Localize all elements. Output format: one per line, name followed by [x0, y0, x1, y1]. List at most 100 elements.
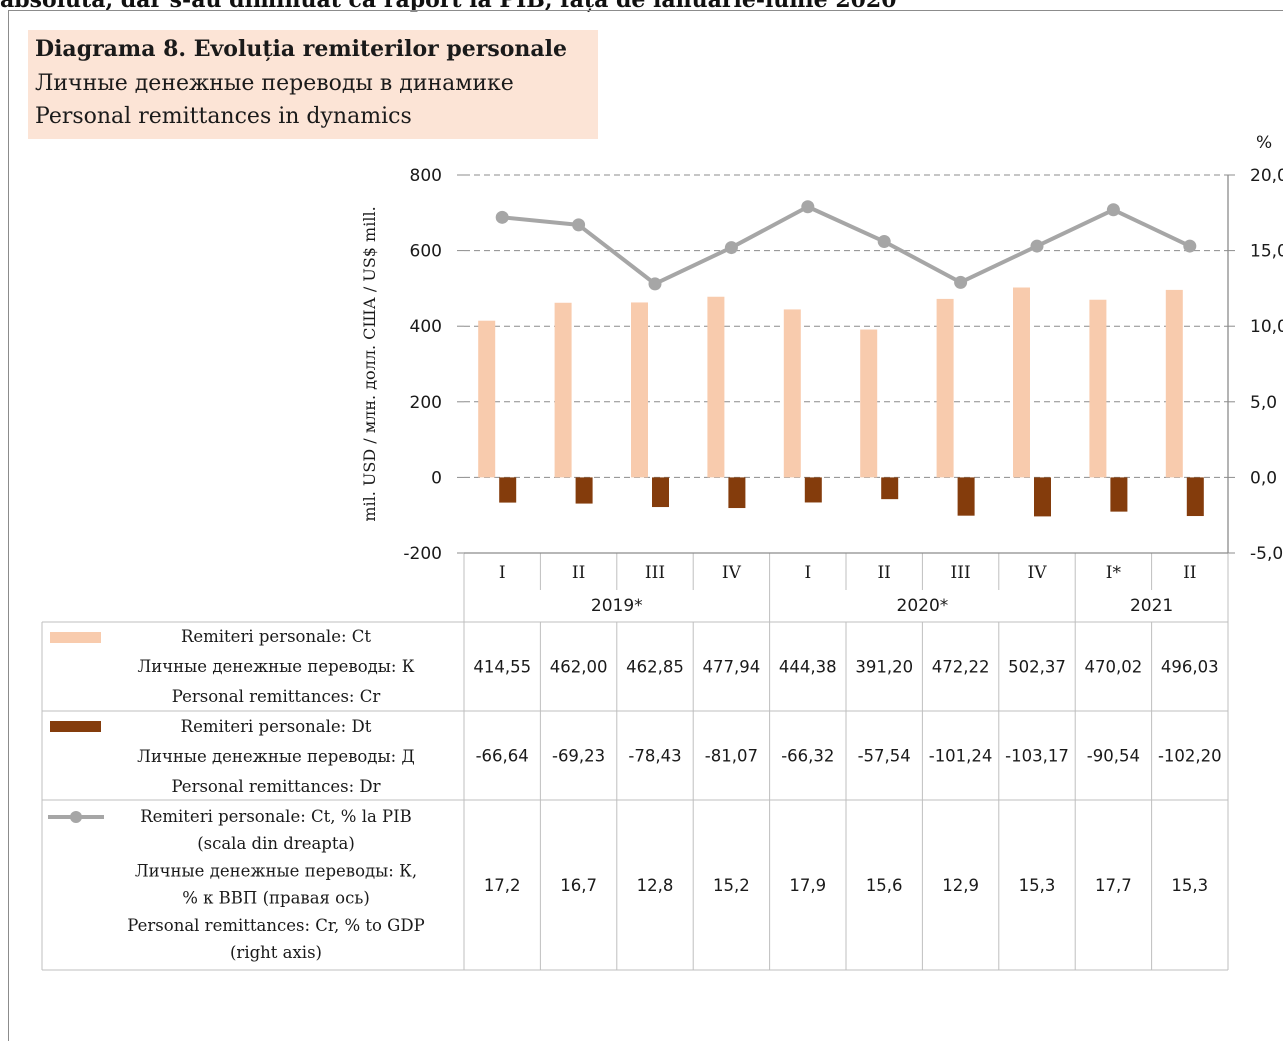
remittances-chart: -200 0 200 400 600 800 -5,0 0,0 5,0 10,0 15,0 20,0%…	[41, 133, 1283, 971]
y-tick-label: 200	[410, 393, 442, 413]
bar-credit	[554, 302, 572, 478]
y2-tick-label: 15,0	[1250, 242, 1283, 262]
category-label: III	[645, 563, 665, 583]
line-point	[572, 218, 586, 232]
legend-text: Personal remittances: Cr, % to GDP	[127, 916, 424, 935]
line-point	[495, 210, 509, 224]
table-cell-value: 502,37	[1008, 658, 1066, 677]
legend-text: % к ВВП (правая ось)	[182, 889, 370, 908]
bar-debit	[575, 477, 593, 504]
line-point	[1106, 203, 1120, 217]
y2-tick-label: -5,0	[1250, 544, 1283, 564]
line-point	[877, 235, 891, 249]
table-cell-value: 12,8	[637, 876, 674, 895]
bar-credit	[1013, 287, 1030, 478]
table-cell-value: -103,17	[1005, 747, 1069, 766]
table-cell-value: 462,00	[550, 658, 608, 677]
table-cell-value: -102,20	[1158, 747, 1222, 766]
line-point	[724, 241, 738, 255]
table-cell-value: -57,54	[858, 747, 911, 766]
legend-key-debit	[50, 721, 101, 732]
table-cell-value: -90,54	[1087, 747, 1140, 766]
y-tick-label: 600	[410, 242, 442, 262]
bar-credit	[631, 302, 648, 478]
legend-text: Personal remittances: Cr	[172, 687, 381, 706]
group-label: 2019*	[591, 596, 643, 616]
category-label: IV	[722, 563, 742, 583]
table-cell-value: -69,23	[552, 747, 605, 766]
line-point	[1183, 239, 1197, 253]
bar-debit	[804, 477, 822, 503]
category-label: I	[499, 563, 506, 583]
line-series-gdp-share	[502, 204, 1191, 286]
bar-credit	[1165, 289, 1183, 478]
table-cell-value: 470,02	[1085, 658, 1143, 677]
table-cell-value: 496,03	[1161, 658, 1219, 677]
line-point	[648, 277, 662, 291]
y2-tick-label: 20,0	[1250, 166, 1283, 186]
line-point	[954, 275, 968, 289]
bar-debit	[1110, 477, 1128, 512]
table-cell-value: 16,7	[560, 876, 597, 895]
table-cell-value: -78,43	[628, 747, 681, 766]
bar-debit	[1034, 477, 1051, 517]
y2-tick-label: 10,0	[1250, 317, 1283, 337]
table-cell-value: 462,85	[626, 658, 684, 677]
legend-text: (right axis)	[230, 943, 322, 962]
bar-debit	[957, 477, 975, 516]
table-cell-value: 477,94	[703, 658, 761, 677]
table-cell-value: -66,64	[476, 747, 529, 766]
table-cell-value: 15,2	[713, 876, 750, 895]
table-cell-value: -81,07	[705, 747, 758, 766]
title-box: Diagrama 8. Evoluția remiterilor persona…	[28, 30, 598, 139]
legend-text: (scala din dreapta)	[197, 834, 355, 853]
chart-title-ru: Личные денежные переводы в динамике	[35, 71, 514, 96]
category-label: I	[804, 563, 811, 583]
bar-credit	[936, 298, 954, 478]
y2-axis-label: %	[1256, 133, 1272, 153]
legend-text: Личные денежные переводы: К	[138, 657, 415, 676]
table-cell-value: 17,2	[484, 876, 521, 895]
category-label: I*	[1106, 563, 1122, 583]
legend-text: Personal remittances: Dr	[171, 777, 380, 796]
bar-debit	[652, 477, 669, 508]
category-label: IV	[1028, 563, 1048, 583]
bar-debit	[881, 477, 899, 500]
table-cell-value: 17,7	[1095, 876, 1132, 895]
line-point	[1030, 239, 1044, 253]
legend-text: Личные денежные переводы: К,	[135, 861, 417, 880]
bar-credit	[478, 320, 496, 478]
y2-tick-label: 5,0	[1250, 393, 1277, 413]
header-cut-text: absolută, dar s-au diminuat ca raport la…	[0, 0, 897, 13]
group-label: 2021	[1130, 596, 1173, 616]
legend-text: Remiteri personale: Ct	[181, 627, 371, 646]
table-cell-value: 472,22	[932, 658, 990, 677]
table-cell-value: -101,24	[929, 747, 993, 766]
category-label: II	[877, 563, 890, 583]
figure-frame	[8, 10, 1283, 1041]
line-point	[801, 200, 815, 214]
bar-debit	[499, 477, 517, 503]
legend-text: Личные денежные переводы: Д	[137, 747, 415, 766]
legend-key-marker	[70, 811, 82, 823]
category-label: II	[1183, 563, 1196, 583]
y2-tick-label: 0,0	[1250, 468, 1277, 488]
legend-key-credit	[50, 632, 101, 643]
y-tick-label: 0	[431, 468, 442, 488]
bar-debit	[728, 477, 746, 509]
group-label: 2020*	[897, 596, 949, 616]
chart-title-en: Personal remittances in dynamics	[35, 104, 412, 129]
table-cell-value: 414,55	[473, 658, 531, 677]
bar-debit	[1186, 477, 1204, 517]
table-cell-value: 15,6	[866, 876, 903, 895]
table-cell-value: 12,9	[942, 876, 979, 895]
bar-credit	[783, 309, 801, 478]
y-axis-label: mil. USD / млн. долл. США / US$ mill.	[360, 206, 379, 521]
y-tick-label: 800	[410, 166, 442, 186]
category-label: III	[951, 563, 971, 583]
y-tick-label: 400	[410, 317, 442, 337]
table-cell-value: 15,3	[1019, 876, 1056, 895]
table-cell-value: 444,38	[779, 658, 837, 677]
table-cell-value: 15,3	[1171, 876, 1208, 895]
legend-text: Remiteri personale: Ct, % la PIB	[140, 807, 412, 826]
